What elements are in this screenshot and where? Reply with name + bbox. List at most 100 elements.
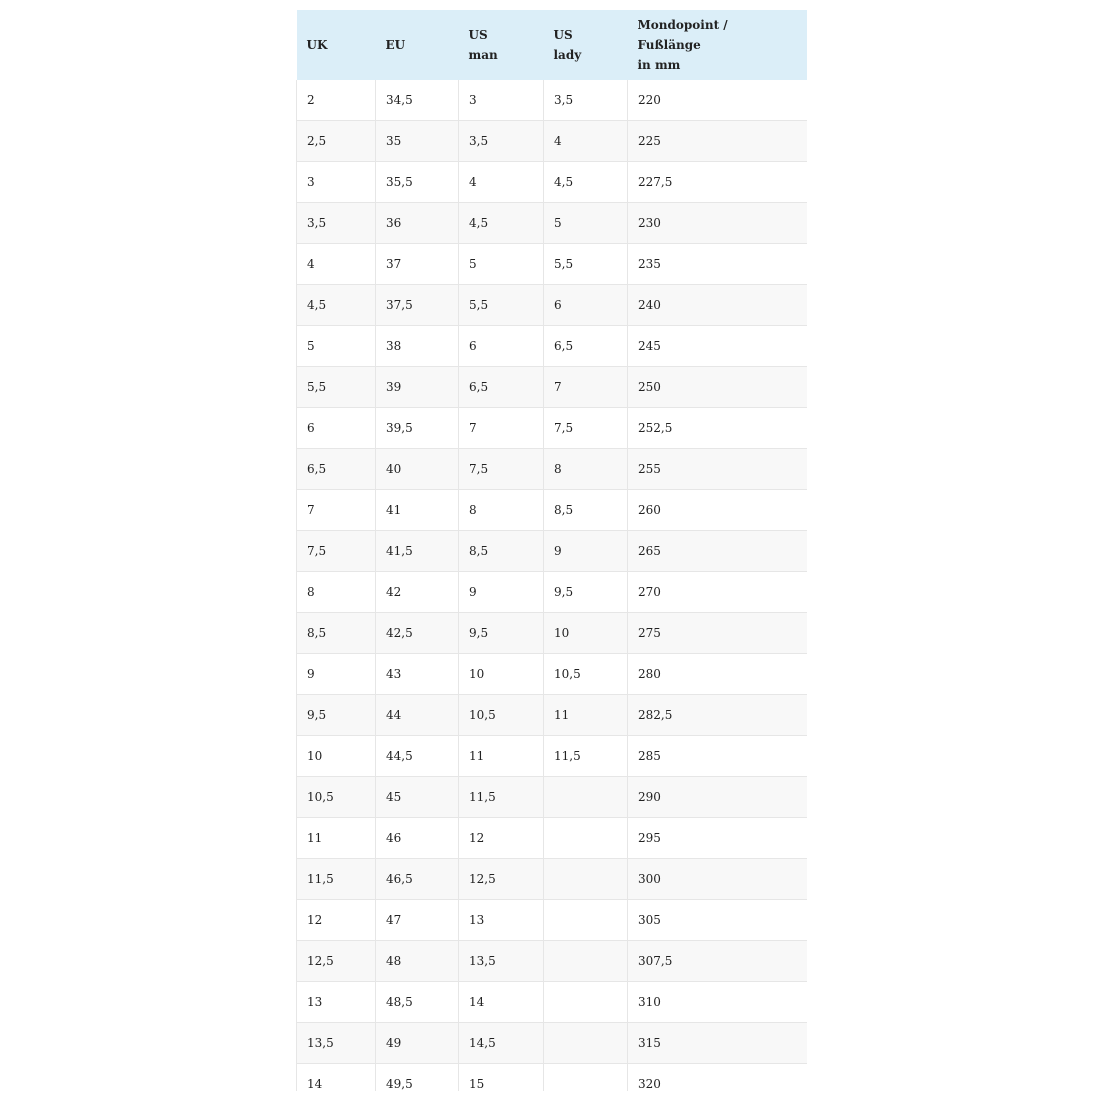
cell-uk: 8 <box>296 571 376 613</box>
cell-uk: 6 <box>296 407 376 449</box>
cell-us-lady <box>543 1063 628 1091</box>
cell-us-lady <box>543 940 628 982</box>
cell-us-lady: 5 <box>543 202 628 244</box>
table-row: 7,5 41,5 8,5 9 265 <box>296 530 807 572</box>
cell-us-lady: 10,5 <box>543 653 628 695</box>
header-us-lady: US lady <box>543 10 628 80</box>
header-text: Mondopoint / <box>637 18 728 32</box>
cell-us-lady: 11 <box>543 694 628 736</box>
cell-us-man: 3,5 <box>458 120 544 162</box>
table-body: 2 34,5 3 3,5 220 2,5 35 3,5 4 225 3 35,5 4 4,5 227,5 3,… <box>296 80 807 1091</box>
table-row: 5,5 39 6,5 7 250 <box>296 366 807 408</box>
shoe-size-table: UK EU US man US lady Mondopoint / Fußlänge in mm… <box>296 10 807 1091</box>
cell-mondopoint: 280 <box>627 653 807 695</box>
table-row: 2 34,5 3 3,5 220 <box>296 80 807 121</box>
table-row: 4 37 5 5,5 235 <box>296 243 807 285</box>
cell-us-man: 6 <box>458 325 544 367</box>
cell-us-lady: 4,5 <box>543 161 628 203</box>
cell-eu: 44,5 <box>375 735 459 777</box>
cell-eu: 46,5 <box>375 858 459 900</box>
cell-uk: 12,5 <box>296 940 376 982</box>
cell-mondopoint: 265 <box>627 530 807 572</box>
header-text: US <box>553 28 573 42</box>
cell-uk: 9,5 <box>296 694 376 736</box>
cell-mondopoint: 220 <box>627 80 807 121</box>
cell-us-man: 5 <box>458 243 544 285</box>
table-row: 3,5 36 4,5 5 230 <box>296 202 807 244</box>
cell-mondopoint: 250 <box>627 366 807 408</box>
cell-us-lady: 4 <box>543 120 628 162</box>
cell-mondopoint: 310 <box>627 981 807 1023</box>
cell-eu: 49 <box>375 1022 459 1064</box>
header-us-man: US man <box>458 10 544 80</box>
cell-uk: 7,5 <box>296 530 376 572</box>
cell-us-lady: 6,5 <box>543 325 628 367</box>
header-mondopoint: Mondopoint / Fußlänge in mm <box>627 10 807 80</box>
cell-uk: 13,5 <box>296 1022 376 1064</box>
header-text: Fußlänge <box>637 38 701 52</box>
cell-us-man: 5,5 <box>458 284 544 326</box>
table-row: 6,5 40 7,5 8 255 <box>296 448 807 490</box>
cell-mondopoint: 245 <box>627 325 807 367</box>
cell-mondopoint: 260 <box>627 489 807 531</box>
cell-mondopoint: 307,5 <box>627 940 807 982</box>
cell-us-lady: 5,5 <box>543 243 628 285</box>
cell-eu: 39 <box>375 366 459 408</box>
cell-us-lady <box>543 776 628 818</box>
cell-mondopoint: 295 <box>627 817 807 859</box>
cell-us-lady <box>543 1022 628 1064</box>
cell-us-man: 10 <box>458 653 544 695</box>
cell-uk: 14 <box>296 1063 376 1091</box>
cell-mondopoint: 290 <box>627 776 807 818</box>
cell-mondopoint: 270 <box>627 571 807 613</box>
cell-eu: 41 <box>375 489 459 531</box>
header-text: UK <box>306 38 328 52</box>
cell-uk: 12 <box>296 899 376 941</box>
cell-mondopoint: 305 <box>627 899 807 941</box>
cell-uk: 4,5 <box>296 284 376 326</box>
table-header: UK EU US man US lady Mondopoint / Fußlänge in mm <box>296 10 807 80</box>
cell-us-man: 11 <box>458 735 544 777</box>
cell-us-man: 9 <box>458 571 544 613</box>
cell-us-lady: 9 <box>543 530 628 572</box>
cell-us-lady: 7,5 <box>543 407 628 449</box>
cell-uk: 5 <box>296 325 376 367</box>
cell-eu: 37,5 <box>375 284 459 326</box>
table-row: 11 46 12 295 <box>296 817 807 859</box>
table-row: 5 38 6 6,5 245 <box>296 325 807 367</box>
cell-us-man: 11,5 <box>458 776 544 818</box>
cell-us-man: 8,5 <box>458 530 544 572</box>
table-row: 10,5 45 11,5 290 <box>296 776 807 818</box>
cell-us-lady: 10 <box>543 612 628 654</box>
cell-uk: 10 <box>296 735 376 777</box>
table-row: 11,5 46,5 12,5 300 <box>296 858 807 900</box>
cell-eu: 35 <box>375 120 459 162</box>
cell-uk: 13 <box>296 981 376 1023</box>
cell-eu: 41,5 <box>375 530 459 572</box>
cell-us-man: 12 <box>458 817 544 859</box>
cell-mondopoint: 285 <box>627 735 807 777</box>
cell-us-man: 13 <box>458 899 544 941</box>
cell-us-man: 6,5 <box>458 366 544 408</box>
cell-mondopoint: 275 <box>627 612 807 654</box>
cell-us-man: 8 <box>458 489 544 531</box>
cell-eu: 46 <box>375 817 459 859</box>
header-eu: EU <box>375 10 459 80</box>
cell-eu: 35,5 <box>375 161 459 203</box>
header-text: US <box>468 28 488 42</box>
cell-eu: 48 <box>375 940 459 982</box>
cell-mondopoint: 252,5 <box>627 407 807 449</box>
cell-uk: 11,5 <box>296 858 376 900</box>
header-uk: UK <box>296 10 376 80</box>
table-row: 7 41 8 8,5 260 <box>296 489 807 531</box>
size-table-container: UK EU US man US lady Mondopoint / Fußlänge in mm… <box>296 10 807 1091</box>
cell-us-lady: 9,5 <box>543 571 628 613</box>
cell-mondopoint: 227,5 <box>627 161 807 203</box>
cell-us-lady: 11,5 <box>543 735 628 777</box>
cell-eu: 36 <box>375 202 459 244</box>
header-text: man <box>468 48 498 62</box>
cell-us-man: 7,5 <box>458 448 544 490</box>
cell-mondopoint: 320 <box>627 1063 807 1091</box>
header-text: lady <box>553 48 582 62</box>
cell-uk: 7 <box>296 489 376 531</box>
